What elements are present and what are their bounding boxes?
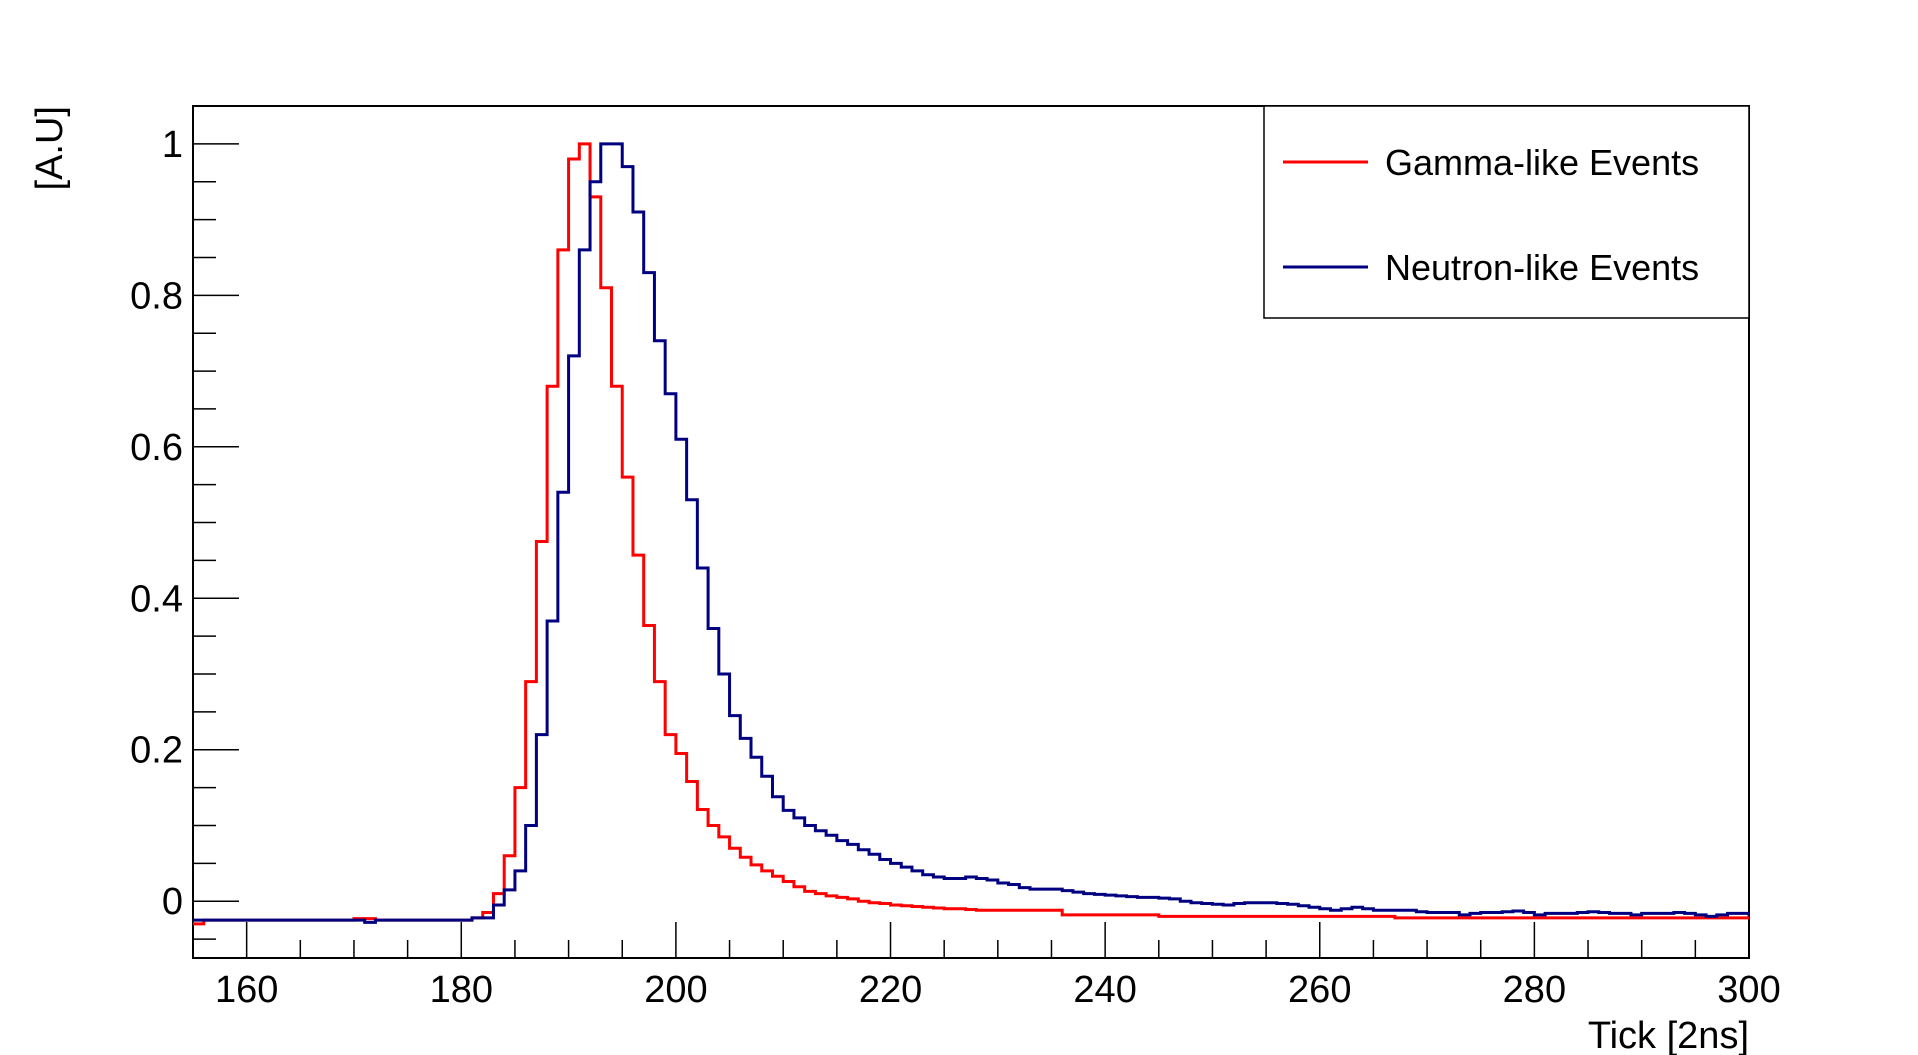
x-tick-label: 300 (1717, 969, 1780, 1011)
y-tick-label: 1 (162, 124, 183, 166)
x-tick-label: 220 (859, 969, 922, 1011)
y-axis-title: [A.U] (29, 106, 71, 190)
y-tick-label: 0.2 (130, 730, 183, 772)
x-axis: 160 180 200 220 240 260 280 300 (192, 922, 1781, 1011)
x-tick-label: 260 (1288, 969, 1351, 1011)
series-layer (193, 142, 1749, 926)
legend-label-neutron: Neutron-like Events (1385, 247, 1699, 288)
x-tick-label: 180 (430, 969, 493, 1011)
legend: Gamma-like Events Neutron-like Events (1263, 105, 1750, 319)
y-tick-label: 0.6 (130, 427, 183, 469)
series-line-gamma (193, 142, 1749, 926)
legend-label-gamma: Gamma-like Events (1385, 142, 1699, 183)
legend-box (1263, 105, 1750, 319)
y-tick-label: 0.4 (130, 578, 183, 620)
series-line-neutron (193, 142, 1749, 924)
x-tick-label: 200 (644, 969, 707, 1011)
x-tick-label: 240 (1073, 969, 1136, 1011)
y-tick-label: 0.8 (130, 275, 183, 317)
x-axis-title: Tick [2ns] (1588, 1015, 1749, 1055)
y-axis: 0 0.2 0.4 0.6 0.8 1 (130, 105, 239, 940)
x-tick-label: 160 (215, 969, 278, 1011)
x-tick-label: 280 (1503, 969, 1566, 1011)
y-tick-label: 0 (162, 881, 183, 923)
plot-frame (192, 105, 1750, 959)
